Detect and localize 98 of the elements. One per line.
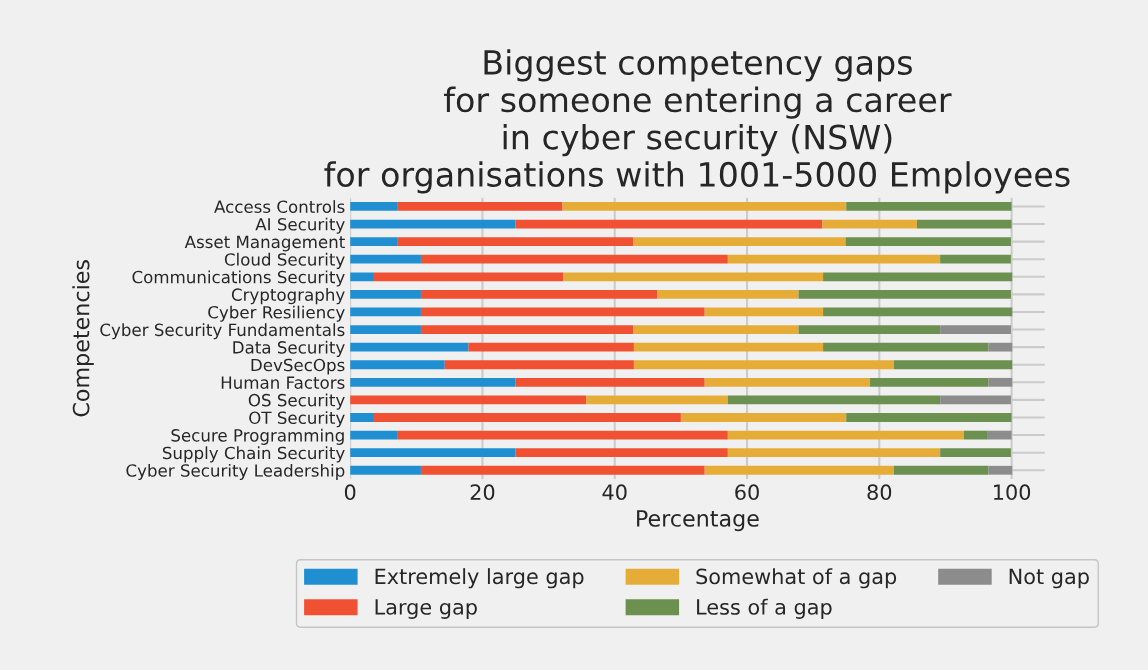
bar xyxy=(350,254,421,264)
x-tick-label: 80 xyxy=(867,484,892,501)
bar xyxy=(823,307,1013,317)
bar xyxy=(350,272,374,282)
y-tick-label: Data Security xyxy=(233,340,345,357)
bar xyxy=(350,448,516,458)
bar xyxy=(798,289,1011,299)
bar xyxy=(420,465,705,475)
x-tick-label: 0 xyxy=(344,484,356,501)
bar xyxy=(350,325,421,334)
bar xyxy=(727,254,941,264)
y-axis-title: Competencies xyxy=(72,260,94,417)
y-tick-label: Cryptography xyxy=(231,288,345,305)
bar xyxy=(420,254,728,264)
bar xyxy=(350,219,516,229)
bar xyxy=(940,325,1011,334)
y-tick-label: OT Security xyxy=(249,411,345,428)
y-tick-label: DevSecOps xyxy=(251,358,345,375)
bar xyxy=(822,219,918,229)
bar xyxy=(350,413,374,422)
bar xyxy=(350,237,398,247)
bar xyxy=(420,325,634,334)
bar xyxy=(562,202,847,211)
bar xyxy=(397,202,563,211)
bar xyxy=(727,430,964,440)
x-tick-label: 40 xyxy=(602,484,627,501)
bar xyxy=(420,289,658,299)
bar xyxy=(988,377,1013,387)
bar xyxy=(515,448,728,458)
y-tick-label: Cyber Security Leadership xyxy=(126,463,345,481)
bar xyxy=(350,395,587,405)
x-tick-label: 100 xyxy=(994,484,1031,501)
bar xyxy=(373,272,564,282)
bar xyxy=(727,395,941,405)
y-tick-label: Communications Security xyxy=(132,270,345,287)
bar xyxy=(917,219,1012,229)
bar xyxy=(633,237,846,247)
bar xyxy=(893,465,989,475)
bar xyxy=(563,272,824,282)
bar xyxy=(373,413,681,422)
bar xyxy=(350,307,421,317)
bar xyxy=(940,448,1011,458)
y-tick-label: Cloud Security xyxy=(224,252,345,269)
y-tick-label: OS Security xyxy=(248,393,345,410)
bar xyxy=(444,360,634,370)
legend-label: Extremely large gap xyxy=(375,568,584,589)
bar xyxy=(940,254,1011,264)
chart-title: Biggest competency gaps for someone entering a career in cyber security (NSW) for organisations with 1001-5000 Employees xyxy=(324,49,1070,194)
bar xyxy=(515,219,823,229)
bar xyxy=(704,465,894,475)
y-tick-label: Cyber Security Fundamentals xyxy=(100,323,345,340)
y-tick-label: Secure Programming xyxy=(171,428,344,445)
bar xyxy=(727,448,941,458)
bar xyxy=(845,237,1011,247)
bar xyxy=(704,377,871,387)
bar xyxy=(350,465,421,475)
legend-label: Somewhat of a gap xyxy=(696,568,897,589)
bar xyxy=(633,360,894,370)
legend-label: Less of a gap xyxy=(697,598,832,619)
bar xyxy=(704,307,824,317)
bar xyxy=(515,377,705,387)
bar xyxy=(633,342,824,352)
bar xyxy=(586,395,728,405)
bar xyxy=(870,377,989,387)
bar xyxy=(798,325,941,334)
x-tick-label: 60 xyxy=(735,484,759,501)
x-tick-label: 20 xyxy=(470,484,495,501)
y-tick-label: Cyber Resiliency xyxy=(208,305,345,322)
bar xyxy=(940,395,1011,405)
legend-label: Large gap xyxy=(375,599,477,619)
bar xyxy=(633,325,799,334)
y-tick-label: Human Factors xyxy=(221,376,345,389)
legend-label: Not gap xyxy=(1009,568,1089,589)
y-tick-label: Asset Management xyxy=(184,235,345,252)
bar xyxy=(350,360,445,370)
bar xyxy=(987,430,1012,440)
bar xyxy=(397,237,634,247)
x-axis-title: Percentage xyxy=(637,510,759,532)
bar xyxy=(350,377,516,387)
y-tick-label: AI Security xyxy=(255,217,345,234)
bar xyxy=(988,342,1013,352)
bar xyxy=(680,413,847,422)
bar xyxy=(893,360,1013,370)
bar xyxy=(657,289,799,299)
bar xyxy=(420,307,705,317)
bar xyxy=(350,342,469,352)
bar xyxy=(823,272,1013,282)
bar xyxy=(988,465,1013,475)
bar xyxy=(350,289,421,299)
y-tick-label: Supply Chain Security xyxy=(162,446,345,463)
bar xyxy=(397,430,728,440)
bar xyxy=(846,202,1012,211)
bar xyxy=(846,413,1012,422)
bar xyxy=(468,342,634,352)
y-tick-label: Access Controls xyxy=(214,200,345,214)
bar xyxy=(963,430,988,440)
bar xyxy=(823,342,989,352)
bar xyxy=(350,202,398,211)
